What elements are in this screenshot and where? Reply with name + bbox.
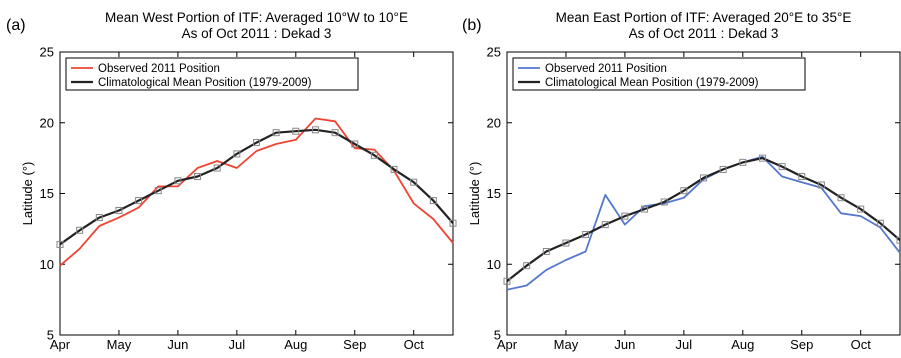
y-axis-label: Latitude (°) <box>467 162 482 226</box>
x-tick-label: Aug <box>731 337 754 352</box>
panel-label: (a) <box>6 17 26 34</box>
data-point-marker <box>449 219 457 227</box>
x-tick-label: Sep <box>343 337 366 352</box>
data-point-marker <box>601 221 609 229</box>
x-tick-label: Jul <box>229 337 246 352</box>
data-point-marker <box>542 248 550 256</box>
data-point-marker <box>213 164 221 172</box>
y-tick-label: 25 <box>487 45 501 60</box>
data-point-marker <box>429 197 437 205</box>
data-point-marker <box>154 187 162 195</box>
data-point-marker <box>582 231 590 239</box>
series-line-2 <box>506 157 901 283</box>
data-point-marker <box>135 197 143 205</box>
data-point-marker <box>311 126 319 134</box>
data-point-marker <box>115 206 123 214</box>
data-point-marker <box>857 205 865 213</box>
y-tick-label: 10 <box>487 257 501 272</box>
data-point-marker <box>660 198 668 206</box>
chart-panel-2: (b) Mean East Portion of ITF: Averaged 20… <box>462 10 901 352</box>
y-tick-label: 5 <box>494 328 501 343</box>
data-point-marker <box>272 129 280 137</box>
panel-label: (b) <box>462 17 482 34</box>
y-tick-label: 15 <box>40 186 54 201</box>
x-tick-label: Apr <box>497 337 518 352</box>
x-tick-label: Oct <box>851 337 872 352</box>
legend-entry-2: Climatological Mean Position (1979-2009) <box>545 77 759 89</box>
y-tick-label: 5 <box>47 328 54 343</box>
data-point-marker <box>390 165 398 173</box>
data-point-marker <box>523 262 531 270</box>
plot-area <box>506 51 901 336</box>
chart-title-line-1: Mean West Portion of ITF: Averaged 10°W … <box>105 10 408 25</box>
series-line-1 <box>506 155 901 291</box>
data-point-marker <box>700 174 707 182</box>
plot-area <box>59 51 454 336</box>
x-tick-label: Jun <box>167 337 188 352</box>
data-point-marker <box>680 187 688 195</box>
chart-title-line-2: As of Oct 2011 : Dekad 3 <box>629 26 779 41</box>
x-tick-label: Oct <box>404 337 425 352</box>
data-point-marker <box>253 139 260 147</box>
data-point-marker <box>174 177 182 185</box>
data-point-marker <box>621 212 629 220</box>
data-point-marker <box>798 173 806 181</box>
data-point-marker <box>194 173 202 181</box>
x-tick-label: Jul <box>676 337 693 352</box>
data-point-marker <box>351 140 359 148</box>
legend-entry-1: Observed 2011 Position <box>98 63 220 75</box>
data-point-marker <box>739 158 747 166</box>
x-tick-label: Aug <box>284 337 307 352</box>
data-point-marker <box>410 178 418 186</box>
data-point-marker <box>837 194 845 202</box>
data-point-marker <box>370 151 378 159</box>
data-point-marker <box>817 181 825 189</box>
legend-box <box>512 57 806 91</box>
data-point-marker <box>641 205 649 213</box>
x-tick-label: Sep <box>790 337 813 352</box>
data-point-marker <box>233 150 241 158</box>
x-tick-label: Apr <box>50 337 71 352</box>
data-point-marker <box>778 163 786 171</box>
series-line-1 <box>59 117 454 267</box>
series-line-2 <box>59 128 454 246</box>
data-point-marker <box>95 214 103 222</box>
data-point-marker <box>876 219 884 227</box>
chart-title-line-2: As of Oct 2011 : Dekad 3 <box>182 26 332 41</box>
data-point-marker <box>331 129 339 137</box>
x-tick-label: May <box>107 337 132 352</box>
chart-panel-1: (a) Mean West Portion of ITF: Averaged 10… <box>6 10 457 352</box>
data-point-marker <box>758 154 766 162</box>
data-point-marker <box>503 277 511 285</box>
y-axis-label: Latitude (°) <box>20 162 35 226</box>
y-tick-label: 25 <box>40 45 54 60</box>
y-tick-label: 15 <box>487 186 501 201</box>
legend-entry-1: Observed 2011 Position <box>545 63 667 75</box>
x-tick-label: Jun <box>614 337 635 352</box>
x-tick-label: May <box>554 337 579 352</box>
data-point-marker <box>719 165 727 173</box>
data-point-marker <box>292 127 300 135</box>
chart-title-line-1: Mean East Portion of ITF: Averaged 20°E … <box>556 10 852 25</box>
legend-box <box>65 57 359 91</box>
data-point-marker <box>56 240 64 248</box>
y-tick-label: 20 <box>487 115 501 130</box>
legend-entry-2: Climatological Mean Position (1979-2009) <box>98 77 312 89</box>
data-point-marker <box>562 239 570 247</box>
data-point-marker <box>896 236 901 244</box>
y-tick-label: 20 <box>40 115 54 130</box>
y-tick-label: 10 <box>40 257 54 272</box>
data-point-marker <box>76 226 84 234</box>
